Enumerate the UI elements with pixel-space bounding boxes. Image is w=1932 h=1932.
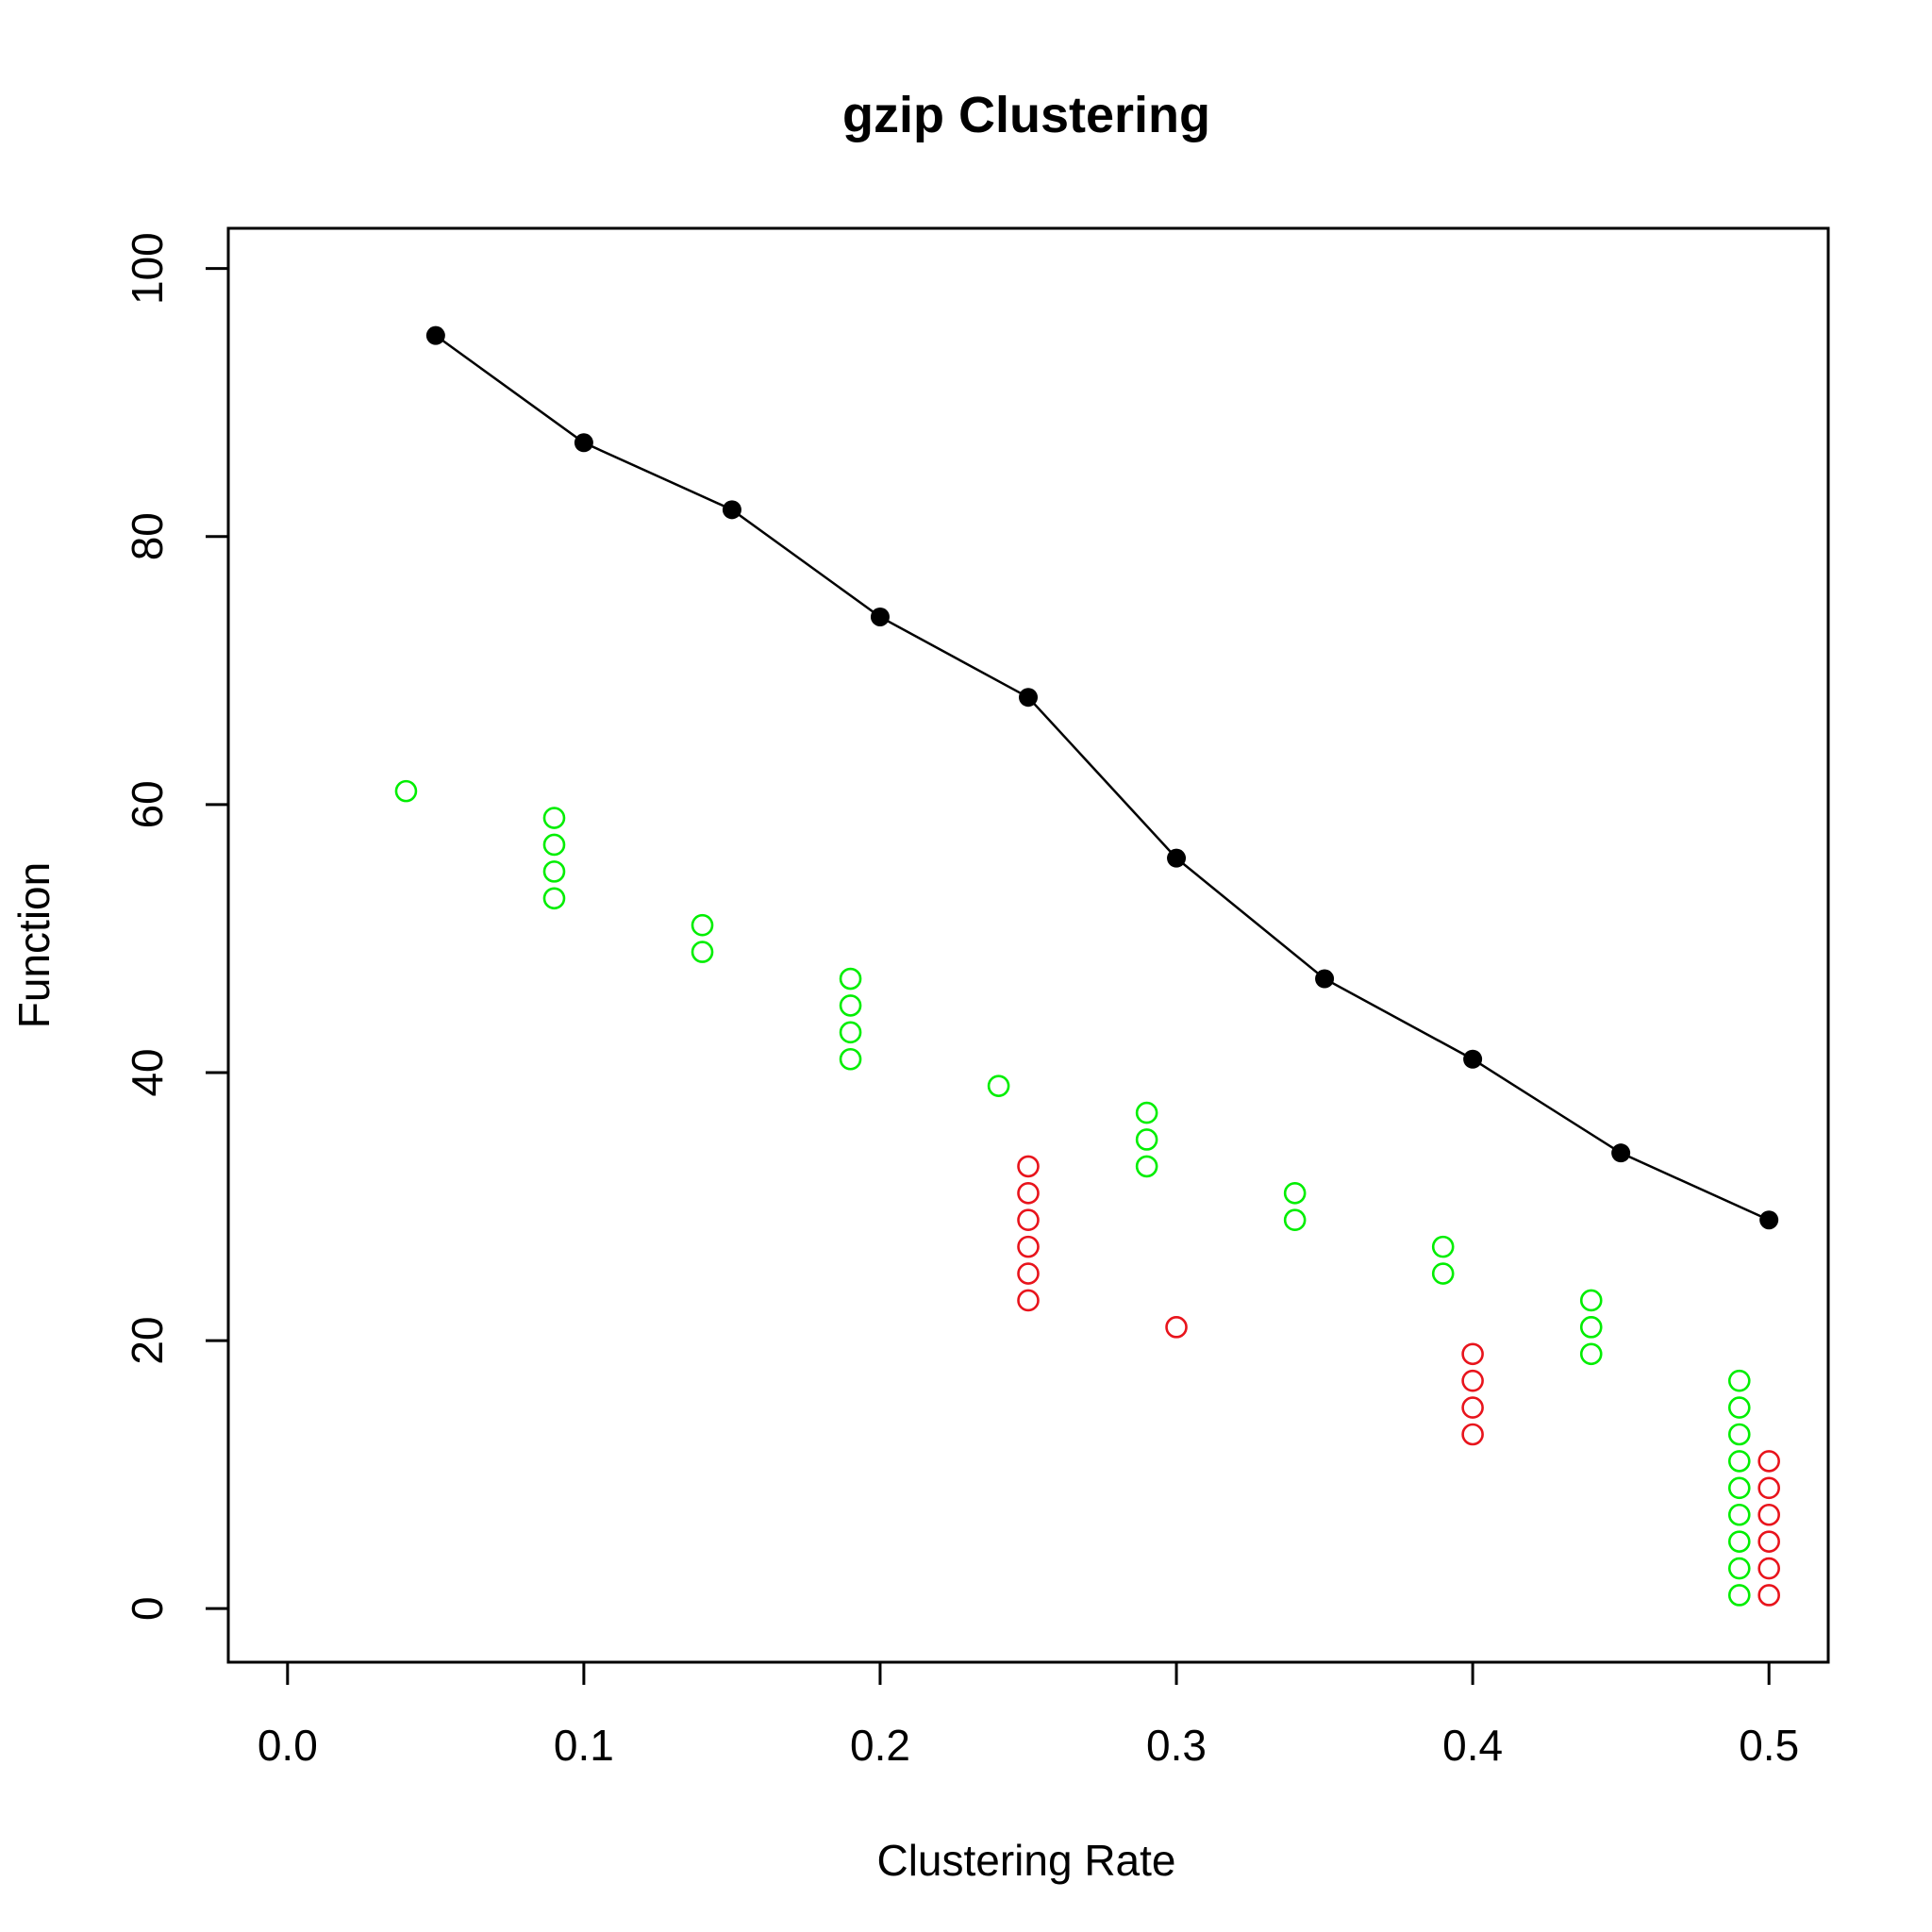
green-data-point [1431, 1262, 1455, 1285]
green-data-point [1727, 1530, 1751, 1553]
green-data-point [542, 807, 566, 829]
green-data-point [1727, 1557, 1751, 1580]
green-data-point [839, 1021, 862, 1044]
green-data-point [1283, 1182, 1307, 1205]
y-tick-label: 0 [123, 1596, 172, 1621]
y-tick-label: 20 [123, 1316, 172, 1364]
x-tick-label: 0.3 [1146, 1721, 1207, 1770]
red-data-point [1461, 1342, 1484, 1366]
line-data-point [425, 325, 445, 345]
plot-frame [226, 226, 1830, 1664]
x-axis-label: Clustering Rate [876, 1836, 1175, 1885]
red-data-point [1017, 1182, 1040, 1205]
y-tick-label: 60 [123, 780, 172, 828]
red-data-point [1757, 1557, 1780, 1580]
green-data-point [1135, 1101, 1158, 1124]
line-data-point [722, 500, 741, 520]
red-data-point [1461, 1369, 1484, 1392]
green-data-point [1431, 1235, 1455, 1258]
green-data-point [1579, 1316, 1603, 1339]
x-tick-label: 0.0 [258, 1721, 318, 1770]
green-data-point [1727, 1423, 1751, 1446]
chart-title: gzip Clustering [842, 87, 1210, 143]
series-layer [394, 325, 1780, 1607]
series-line [435, 334, 1770, 1222]
line-data-point [1759, 1210, 1779, 1230]
green-data-point [1727, 1396, 1751, 1419]
green-data-point [1727, 1584, 1751, 1607]
green-data-point [542, 833, 566, 857]
green-data-point [1727, 1450, 1751, 1473]
red-data-point [1017, 1235, 1040, 1258]
y-tick-label: 100 [123, 232, 172, 305]
green-data-point [987, 1074, 1010, 1097]
red-data-point [1757, 1530, 1780, 1553]
x-tick-label: 0.5 [1739, 1721, 1799, 1770]
green-data-point [542, 860, 566, 883]
y-tick-label: 40 [123, 1048, 172, 1096]
red-data-point [1017, 1262, 1040, 1285]
y-axis-label: Function [9, 862, 58, 1028]
line-data-point [574, 433, 593, 453]
x-tick-label: 0.1 [554, 1721, 614, 1770]
green-data-point [1135, 1155, 1158, 1178]
red-data-point [1017, 1155, 1040, 1178]
red-data-point [1017, 1208, 1040, 1232]
x-axis: 0.0 0.1 0.2 0.3 0.4 0.5 [258, 1660, 1799, 1770]
green-data-point [1727, 1503, 1751, 1526]
green-data-point [839, 967, 862, 991]
green-data-point [1579, 1289, 1603, 1312]
red-data-point [1165, 1316, 1188, 1339]
line-data-point [870, 607, 890, 626]
red-data-point [1461, 1396, 1484, 1419]
x-tick-label: 0.2 [850, 1721, 910, 1770]
green-data-point [1135, 1128, 1158, 1151]
green-data-point [1579, 1342, 1603, 1366]
green-data-point [691, 913, 714, 937]
y-axis: 0 20 40 60 80 100 [123, 232, 230, 1621]
x-tick-label: 0.4 [1442, 1721, 1503, 1770]
green-data-point [691, 941, 714, 963]
green-data-point [542, 887, 566, 910]
red-data-point [1017, 1289, 1040, 1312]
line-data-point [1315, 969, 1335, 989]
green-data-point [1727, 1369, 1751, 1392]
line-data-point [1167, 848, 1187, 868]
red-data-point [1757, 1503, 1780, 1526]
line-data-point [1019, 688, 1038, 708]
green-data-point [839, 1047, 862, 1071]
green-data-point [1727, 1476, 1751, 1500]
green-data-point [1283, 1208, 1307, 1232]
red-data-point [1461, 1423, 1484, 1446]
green-data-point [394, 779, 418, 803]
y-tick-label: 80 [123, 512, 172, 560]
green-data-point [839, 994, 862, 1017]
red-data-point [1757, 1450, 1780, 1473]
red-data-point [1757, 1476, 1780, 1500]
red-data-point [1757, 1584, 1780, 1607]
line-data-point [1463, 1049, 1483, 1069]
line-data-point [1611, 1143, 1631, 1163]
